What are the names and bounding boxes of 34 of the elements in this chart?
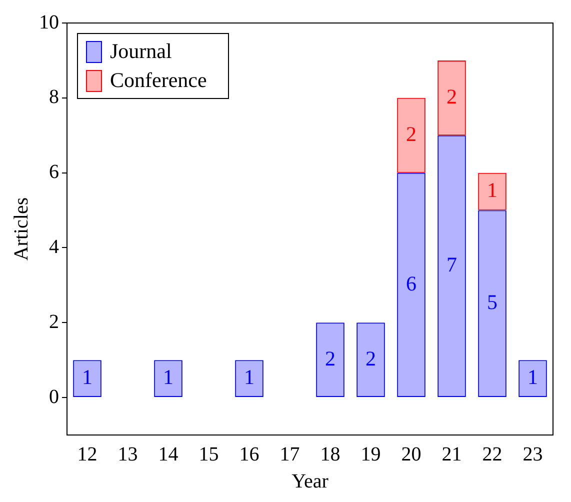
data-label: 1 <box>163 365 174 390</box>
data-label: 1 <box>528 365 538 390</box>
data-label: 6 <box>406 271 416 296</box>
data-label: 2 <box>406 122 416 146</box>
x-tick-label: 20 <box>401 443 422 466</box>
x-tick-label: 21 <box>442 443 462 466</box>
x-tick-label: 13 <box>118 443 138 466</box>
y-tick-label: 4 <box>49 236 59 258</box>
data-label: 5 <box>487 290 498 314</box>
legend-label: Conference <box>110 68 208 93</box>
y-tick-label: 10 <box>39 11 59 34</box>
data-label: 7 <box>446 252 457 277</box>
y-axis-title: Articles <box>10 197 32 261</box>
x-axis-title: Year <box>292 470 329 492</box>
x-tick-label: 14 <box>158 443 178 466</box>
data-label: 2 <box>366 346 376 370</box>
x-tick-label: 22 <box>482 443 502 466</box>
x-tick-label: 23 <box>522 443 543 466</box>
data-label: 1 <box>82 365 92 390</box>
x-tick-label: 18 <box>320 443 340 466</box>
y-tick-label: 6 <box>49 161 59 184</box>
y-tick-label: 2 <box>49 310 59 333</box>
y-tick-label: 0 <box>49 386 59 408</box>
data-label: 1 <box>244 365 254 390</box>
legend-label: Journal <box>110 39 173 64</box>
data-label: 1 <box>487 178 498 202</box>
x-tick-label: 19 <box>360 443 381 466</box>
x-tick-label: 17 <box>280 443 300 466</box>
x-tick-label: 16 <box>239 443 260 466</box>
y-tick-label: 8 <box>49 86 59 108</box>
x-tick-label: 12 <box>77 443 98 466</box>
x-tick-label: 15 <box>198 443 219 466</box>
data-label: 2 <box>446 84 457 108</box>
data-label: 2 <box>325 346 336 370</box>
